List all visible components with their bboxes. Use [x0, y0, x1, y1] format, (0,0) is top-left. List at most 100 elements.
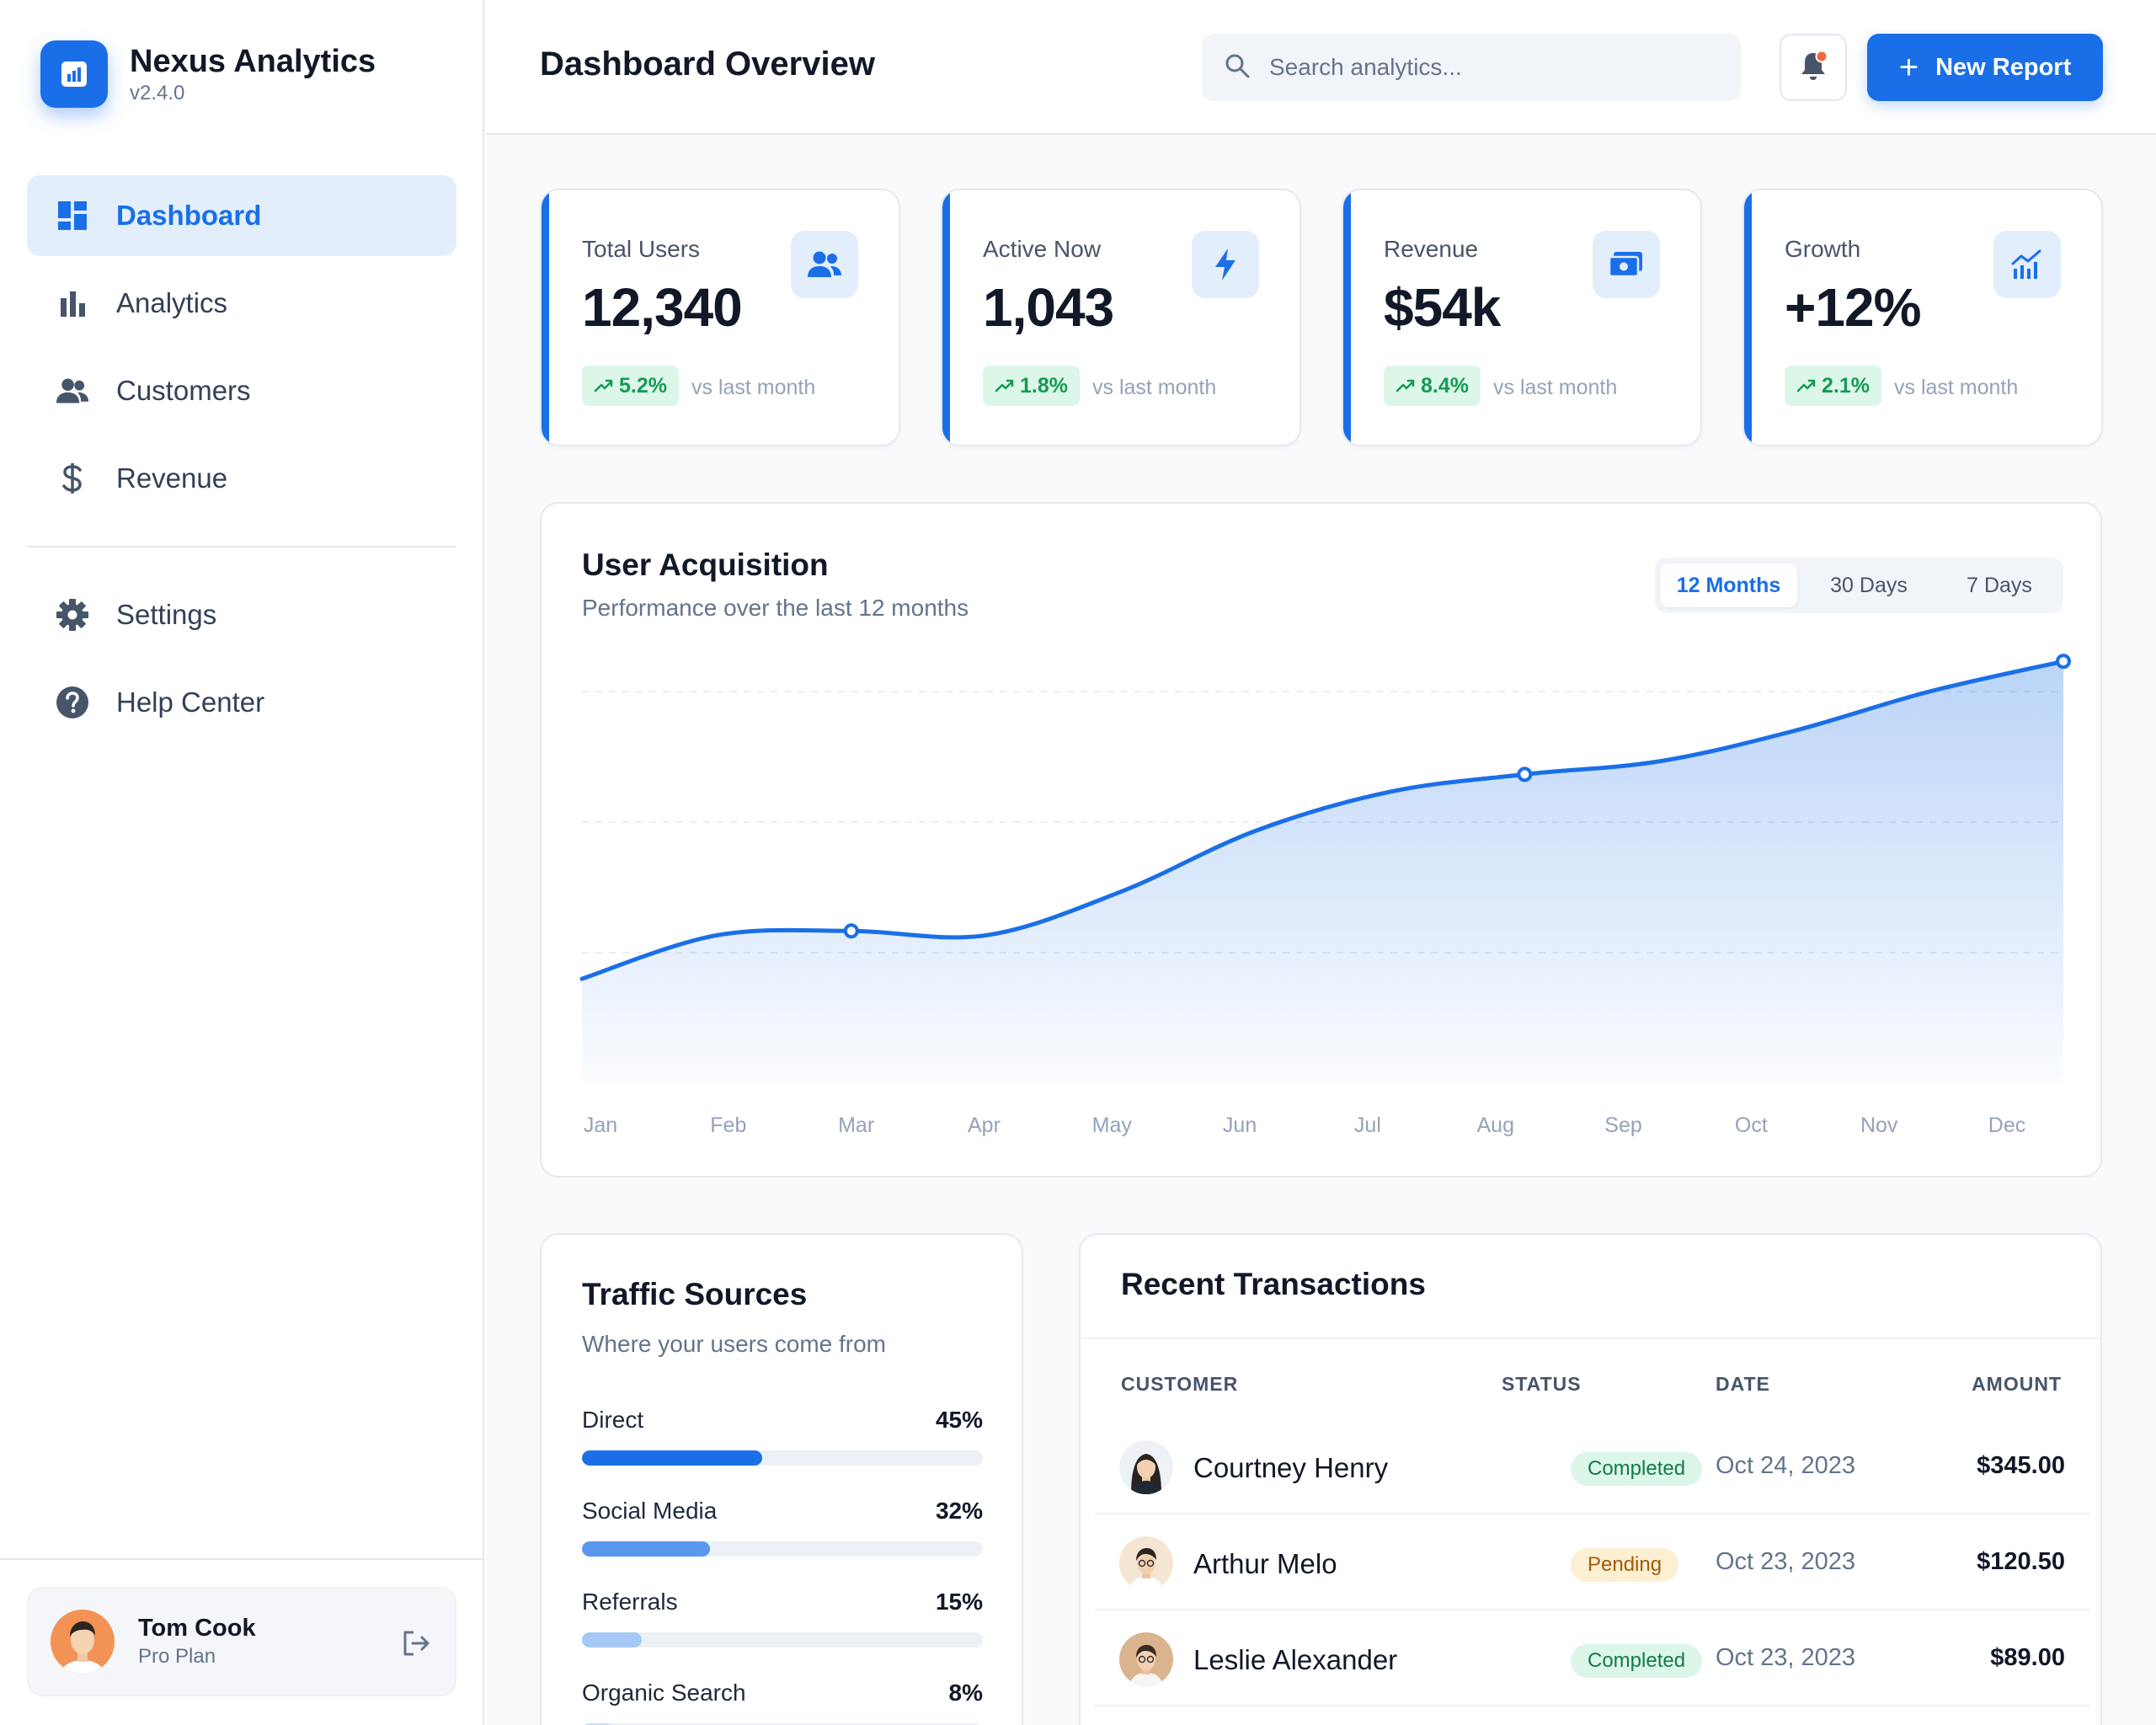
transaction-amount: $89.00: [1990, 1644, 2065, 1671]
sidebar-item-help-center[interactable]: Help Center: [27, 662, 456, 743]
column-header-status: STATUS: [1502, 1373, 1582, 1395]
sidebar-item-dashboard[interactable]: Dashboard: [27, 175, 456, 256]
app-name: Nexus Analytics: [130, 44, 376, 79]
table-row[interactable]: Courtney Henry Completed Oct 24, 2023 $3…: [1094, 1418, 2090, 1514]
plus-icon: +: [1898, 49, 1919, 86]
stat-change-value: 2.1%: [1822, 373, 1870, 398]
range-tab-12-months[interactable]: 12 Months: [1660, 563, 1797, 607]
status-badge: Completed: [1571, 1452, 1703, 1486]
trend-up-icon: [1796, 379, 1816, 393]
dollar-icon: [56, 462, 89, 495]
stat-vs: vs last month: [1894, 376, 2019, 399]
search-input[interactable]: [1269, 54, 1724, 81]
logout-icon[interactable]: [399, 1626, 433, 1660]
range-tabs: 12 Months 30 Days 7 Days: [1655, 558, 2063, 613]
traffic-title: Traffic Sources: [582, 1277, 808, 1311]
x-tick-label: Nov: [1860, 1114, 1898, 1137]
stat-value: +12%: [1785, 277, 1921, 338]
customer-name: Courtney Henry: [1193, 1452, 1389, 1483]
stat-vs: vs last month: [1493, 376, 1618, 399]
stat-card-growth: Growth +12% 2.1% vs last month: [1742, 189, 2103, 446]
stat-card-active-now: Active Now 1,043 1.8% vs last month: [941, 189, 1301, 446]
x-tick-label: Aug: [1476, 1114, 1513, 1137]
progress-fill: [582, 1723, 615, 1725]
user-plan: Pro Plan: [138, 1645, 216, 1668]
chart-point-dec[interactable]: [2056, 654, 2071, 670]
sidebar-item-label: Analytics: [116, 287, 228, 318]
notifications-button[interactable]: [1780, 34, 1847, 101]
user-card[interactable]: Tom Cook Pro Plan: [27, 1587, 456, 1696]
stat-value: $54k: [1384, 277, 1501, 338]
stat-value: 1,043: [983, 277, 1114, 338]
sidebar-item-label: Dashboard: [116, 200, 262, 231]
traffic-source-name: Social Media: [582, 1498, 718, 1524]
avatar: [1119, 1536, 1173, 1590]
customer-name: Leslie Alexander: [1193, 1644, 1398, 1675]
sidebar-item-label: Help Center: [116, 686, 265, 718]
x-tick-label: Jun: [1223, 1114, 1257, 1137]
stat-change-badge: 8.4%: [1384, 366, 1481, 406]
chart-point-aug[interactable]: [1517, 766, 1533, 782]
column-header-amount: AMOUNT: [1972, 1373, 2062, 1395]
transactions-title: Recent Transactions: [1121, 1267, 1426, 1301]
sidebar: Nexus Analytics v2.4.0 Dashboard Analyti…: [0, 0, 484, 1725]
x-tick-label: Feb: [710, 1114, 746, 1137]
chart-area-fill: [582, 661, 2063, 1083]
sidebar-item-customers[interactable]: Customers: [27, 350, 456, 431]
traffic-source-name: Referrals: [582, 1589, 678, 1615]
trend-up-icon: [1396, 379, 1415, 393]
traffic-row-social-media: Social Media 32%: [582, 1498, 983, 1557]
nav-divider: [27, 546, 456, 547]
traffic-row-referrals: Referrals 15%: [582, 1589, 983, 1648]
app-version: v2.4.0: [130, 82, 185, 104]
traffic-row-direct: Direct 45%: [582, 1407, 983, 1466]
sidebar-item-revenue[interactable]: Revenue: [27, 438, 456, 519]
transaction-date: Oct 24, 2023: [1716, 1452, 1856, 1479]
status-badge: Completed: [1571, 1644, 1703, 1678]
users-icon: [791, 231, 858, 298]
table-row[interactable]: Arthur Melo Pending Oct 23, 2023 $120.50: [1094, 1514, 2090, 1610]
trend-up-icon: [594, 379, 613, 393]
range-tab-30-days[interactable]: 30 Days: [1830, 573, 1908, 597]
traffic-subtitle: Where your users come from: [582, 1331, 886, 1357]
stat-change-badge: 1.8%: [983, 366, 1080, 406]
table-row[interactable]: Leslie Alexander Completed Oct 23, 2023 …: [1094, 1610, 2090, 1706]
chart-series-line: [579, 659, 2066, 981]
traffic-source-pct: 32%: [935, 1498, 983, 1524]
progress-fill: [582, 1450, 763, 1466]
chart-subtitle: Performance over the last 12 months: [582, 595, 969, 621]
logo-icon: [40, 40, 108, 108]
progress-fill: [582, 1632, 643, 1648]
sidebar-item-label: Revenue: [116, 462, 228, 494]
dashboard-icon: [56, 199, 89, 232]
sidebar-item-analytics[interactable]: Analytics: [27, 263, 456, 344]
avatar: [1119, 1440, 1173, 1494]
stat-label: Revenue: [1384, 236, 1479, 262]
column-header-date: DATE: [1716, 1373, 1770, 1395]
new-report-label: New Report: [1935, 53, 2072, 81]
transaction-date: Oct 23, 2023: [1716, 1644, 1856, 1671]
stat-change-badge: 2.1%: [1785, 366, 1881, 406]
recent-transactions-panel: Recent Transactions CUSTOMER STATUS DATE…: [1079, 1233, 2102, 1725]
stat-value: 12,340: [582, 277, 743, 338]
range-tab-7-days[interactable]: 7 Days: [1967, 573, 2032, 597]
sidebar-nav: Dashboard Analytics Customers Revenue S: [27, 175, 456, 750]
user-acquisition-panel: Jan Feb Mar Apr May Jun Jul Aug Sep Oct Nov Dec Use…: [540, 502, 2102, 1178]
brand[interactable]: Nexus Analytics v2.4.0: [40, 40, 376, 108]
stat-change-value: 5.2%: [619, 373, 667, 398]
users-icon: [56, 374, 89, 408]
new-report-button[interactable]: + New Report: [1867, 34, 2103, 101]
search-bar[interactable]: [1202, 34, 1741, 101]
x-tick-label: Apr: [968, 1114, 1001, 1137]
search-icon: [1224, 52, 1251, 83]
bar-chart-icon: [56, 286, 89, 320]
stat-vs: vs last month: [691, 376, 816, 399]
stat-card-revenue: Revenue $54k 8.4% vs last month: [1342, 189, 1702, 446]
x-tick-label: Oct: [1735, 1114, 1768, 1137]
chart-point-mar[interactable]: [843, 923, 859, 939]
gear-icon: [56, 598, 89, 632]
sidebar-item-settings[interactable]: Settings: [27, 574, 456, 655]
customer-name: Arthur Melo: [1193, 1548, 1337, 1579]
traffic-source-name: Direct: [582, 1407, 644, 1433]
x-tick-label: Jul: [1354, 1114, 1381, 1137]
